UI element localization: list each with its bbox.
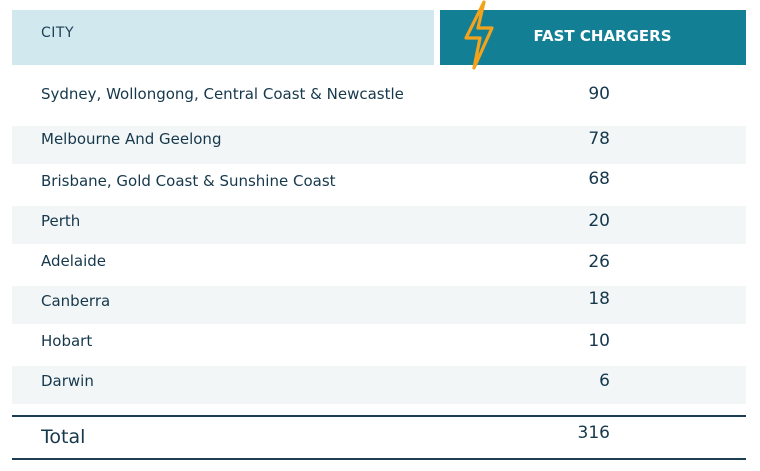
fast-chargers-cell: 18 (588, 289, 610, 309)
fast-chargers-cell: 10 (588, 331, 610, 351)
fast-chargers-cell: 78 (588, 129, 610, 149)
total-top-rule (12, 415, 746, 417)
city-cell: Perth (41, 212, 81, 230)
table-row (12, 286, 746, 324)
city-cell: Melbourne And Geelong (41, 130, 222, 148)
header-fast-chargers-cell (440, 10, 746, 65)
city-cell: Brisbane, Gold Coast & Sunshine Coast (41, 172, 336, 190)
city-cell: Sydney, Wollongong, Central Coast & Newc… (41, 85, 404, 103)
header-city-cell (12, 10, 434, 65)
fast-chargers-cell: 26 (588, 252, 610, 272)
table-row (12, 206, 746, 244)
table-row (12, 366, 746, 404)
lightning-bolt-icon (464, 0, 494, 70)
total-label: Total (41, 426, 86, 448)
city-cell: Darwin (41, 372, 94, 390)
table-row (12, 246, 746, 284)
total-value: 316 (577, 423, 610, 443)
city-cell: Adelaide (41, 252, 107, 270)
city-cell: Hobart (41, 332, 93, 350)
table-row (12, 126, 746, 164)
header-city-label: CITY (41, 25, 75, 41)
city-cell: Canberra (41, 292, 111, 310)
table-row (12, 326, 746, 364)
fast-chargers-cell: 6 (599, 371, 610, 391)
fast-chargers-cell: 90 (588, 84, 610, 104)
total-bottom-rule (12, 458, 746, 460)
fast-chargers-cell: 20 (588, 211, 610, 231)
fast-chargers-cell: 68 (588, 169, 610, 189)
header-fast-chargers-label: FAST CHARGERS (533, 27, 672, 45)
